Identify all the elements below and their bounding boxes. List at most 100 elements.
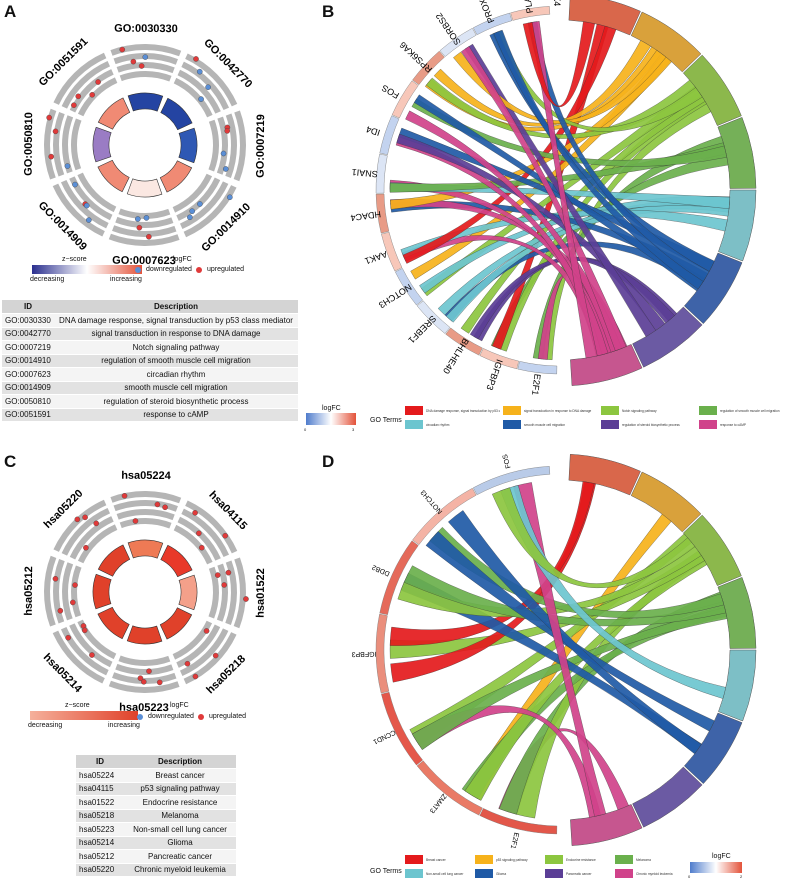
gene-dot xyxy=(225,569,232,576)
legend-swatch xyxy=(405,855,423,864)
row-description: Chronic myeloid leukemia xyxy=(124,863,236,877)
track-band xyxy=(44,108,57,180)
legend-item: Pancreatic cancer xyxy=(545,869,612,878)
track-band xyxy=(53,559,65,624)
row-description: circadian rhythm xyxy=(54,367,298,382)
chord-ribbon xyxy=(402,25,617,264)
legend-swatch xyxy=(475,869,493,878)
gene-dot xyxy=(222,166,229,172)
row-id: GO:0007623 xyxy=(2,367,54,382)
track-band xyxy=(118,655,171,666)
gene-dot xyxy=(140,678,147,685)
kegg-table-c: ID Description hsa05224 Breast cancer hsa0… xyxy=(76,755,236,877)
table-row: GO:0030330 DNA damage response, signal tr… xyxy=(2,313,298,328)
track-band xyxy=(115,216,174,228)
logfc-min-d: 0 xyxy=(688,874,691,879)
track-band xyxy=(60,179,109,229)
row-id: hsa05218 xyxy=(76,809,124,823)
track-band xyxy=(181,61,230,111)
row-id: hsa04115 xyxy=(76,782,124,796)
gene-arc xyxy=(375,153,388,194)
term-sector: GO:0030330 xyxy=(110,23,182,112)
term-label: hsa01522 xyxy=(255,568,267,618)
gene-dot xyxy=(86,217,92,223)
gene-dot xyxy=(95,79,101,85)
gene-dot xyxy=(193,56,199,62)
legend-swatch xyxy=(503,420,521,429)
gene-dot xyxy=(121,493,128,499)
table-row: hsa05218 Melanoma xyxy=(76,809,236,823)
logfc-title-a: logFC xyxy=(173,256,192,263)
track-band xyxy=(176,624,221,668)
row-id: hsa05223 xyxy=(76,822,124,837)
chord-ribbon xyxy=(433,40,651,127)
row-description: Glioma xyxy=(124,836,236,850)
gene-dot xyxy=(198,96,204,102)
legend-label: DNA damage response, signal transduction… xyxy=(426,408,500,413)
term-sector: GO:0007623 xyxy=(108,178,180,267)
legend-swatch xyxy=(699,420,717,429)
legend-swatch xyxy=(615,869,633,878)
gene-arc xyxy=(479,348,519,370)
track-band xyxy=(119,518,172,529)
table-row: GO:0014910 regulation of smooth muscle ce… xyxy=(2,354,298,368)
gene-arc xyxy=(379,540,419,615)
gene-arc xyxy=(479,808,558,835)
gene-dot xyxy=(52,128,59,135)
chord-ribbon xyxy=(500,485,727,699)
gene-dot xyxy=(135,216,141,222)
legend-item: Glioma xyxy=(475,869,542,878)
gene-dot xyxy=(146,668,152,674)
track-band xyxy=(112,225,177,237)
track-band xyxy=(69,69,114,113)
row-description: response to cAMP xyxy=(54,408,298,422)
logfc-max-b: 3 xyxy=(352,427,355,432)
zscore-high-c: increasing xyxy=(108,722,140,729)
legend-item: Melanoma xyxy=(615,855,682,864)
gene-label: FOS xyxy=(502,453,513,469)
track-band xyxy=(52,630,105,684)
track-band xyxy=(119,71,172,82)
chord-plot-d: E2F1 ZMAT3 CCND1 IGFBP3 DDB2 NOTCH3 FOS xyxy=(351,453,757,850)
zscore-bar xyxy=(126,178,163,198)
gene-dot xyxy=(184,660,191,667)
gene-arc xyxy=(416,300,451,334)
gene-dot xyxy=(93,520,100,527)
gene-dot xyxy=(132,518,139,524)
logfc-title-b: logFC xyxy=(322,405,341,412)
legend-label: Endocrine resistance xyxy=(566,857,596,862)
track-band xyxy=(225,560,238,625)
col-desc-c: Description xyxy=(124,755,236,769)
gene-dot xyxy=(136,224,143,231)
gene-dot xyxy=(214,572,221,578)
legend-swatch xyxy=(405,406,423,415)
zscore-bar xyxy=(160,544,193,578)
gene-label: E2F1 xyxy=(509,832,520,850)
legend-label: Melanoma xyxy=(636,857,651,862)
gene-arc xyxy=(510,6,551,21)
down-dot-icon-c xyxy=(137,714,143,720)
track-band xyxy=(52,183,105,237)
gene-dot xyxy=(72,181,78,188)
gene-dot xyxy=(119,46,126,53)
track-band xyxy=(115,663,174,675)
legend-swatch xyxy=(545,855,563,864)
gene-label: DDB2 xyxy=(371,563,391,577)
zscore-bar xyxy=(159,160,193,193)
panel-letter-c: C xyxy=(4,452,17,471)
row-id: GO:0014910 xyxy=(2,354,54,368)
col-desc-a: Description xyxy=(54,300,298,314)
gene-dot xyxy=(212,652,219,659)
table-row: hsa05223 Non-small cell lung cancer xyxy=(76,822,236,837)
track-band xyxy=(233,557,246,629)
gene-label: SREBF1 xyxy=(406,313,438,345)
gene-dot xyxy=(146,233,152,240)
gene-dot xyxy=(89,91,95,98)
gene-dot xyxy=(81,627,88,634)
gene-dot xyxy=(189,208,195,214)
gene-dot xyxy=(74,516,81,523)
legend-item: smooth muscle cell migration xyxy=(503,420,598,429)
zscore-bar xyxy=(97,544,131,577)
zscore-gradient-a xyxy=(32,265,142,274)
term-label: GO:0050810 xyxy=(23,112,36,176)
